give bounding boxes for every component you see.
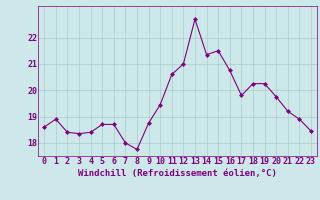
X-axis label: Windchill (Refroidissement éolien,°C): Windchill (Refroidissement éolien,°C) (78, 169, 277, 178)
